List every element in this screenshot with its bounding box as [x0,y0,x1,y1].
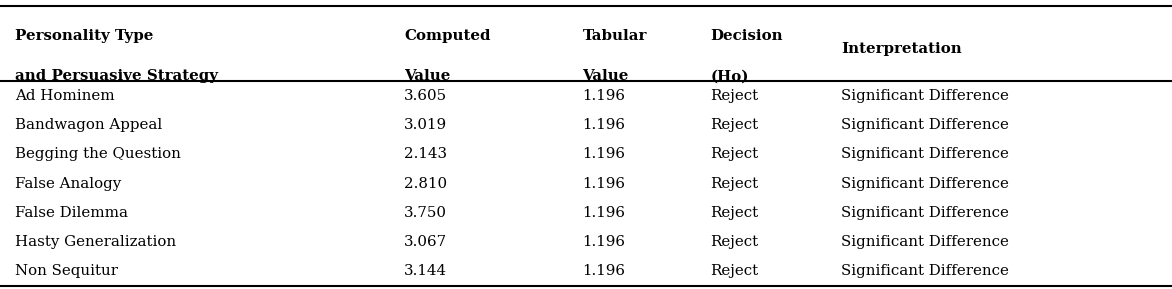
Text: Ad Hominem: Ad Hominem [15,88,115,103]
Text: 1.196: 1.196 [582,147,626,161]
Text: 1.196: 1.196 [582,118,626,132]
Text: Personality Type: Personality Type [15,29,154,43]
Text: Reject: Reject [710,264,758,279]
Text: Reject: Reject [710,88,758,103]
Text: Significant Difference: Significant Difference [841,235,1009,249]
Text: Tabular: Tabular [582,29,647,43]
Text: 1.196: 1.196 [582,206,626,220]
Text: 3.750: 3.750 [404,206,448,220]
Text: 1.196: 1.196 [582,177,626,190]
Text: 1.196: 1.196 [582,264,626,279]
Text: 3.067: 3.067 [404,235,448,249]
Text: Value: Value [404,69,451,83]
Text: Reject: Reject [710,147,758,161]
Text: Significant Difference: Significant Difference [841,88,1009,103]
Text: Reject: Reject [710,177,758,190]
Text: 2.143: 2.143 [404,147,448,161]
Text: 3.019: 3.019 [404,118,448,132]
Text: Hasty Generalization: Hasty Generalization [15,235,176,249]
Text: Significant Difference: Significant Difference [841,206,1009,220]
Text: 1.196: 1.196 [582,88,626,103]
Text: Reject: Reject [710,206,758,220]
Text: Decision: Decision [710,29,783,43]
Text: Begging the Question: Begging the Question [15,147,182,161]
Text: Significant Difference: Significant Difference [841,264,1009,279]
Text: Value: Value [582,69,629,83]
Text: Reject: Reject [710,118,758,132]
Text: Significant Difference: Significant Difference [841,147,1009,161]
Text: 3.144: 3.144 [404,264,448,279]
Text: 2.810: 2.810 [404,177,448,190]
Text: Computed: Computed [404,29,491,43]
Text: Significant Difference: Significant Difference [841,118,1009,132]
Text: 3.605: 3.605 [404,88,448,103]
Text: Significant Difference: Significant Difference [841,177,1009,190]
Text: 1.196: 1.196 [582,235,626,249]
Text: (Ho): (Ho) [710,69,749,83]
Text: and Persuasive Strategy: and Persuasive Strategy [15,69,218,83]
Text: False Analogy: False Analogy [15,177,122,190]
Text: Bandwagon Appeal: Bandwagon Appeal [15,118,163,132]
Text: Reject: Reject [710,235,758,249]
Text: Non Sequitur: Non Sequitur [15,264,118,279]
Text: False Dilemma: False Dilemma [15,206,128,220]
Text: Interpretation: Interpretation [841,42,962,56]
